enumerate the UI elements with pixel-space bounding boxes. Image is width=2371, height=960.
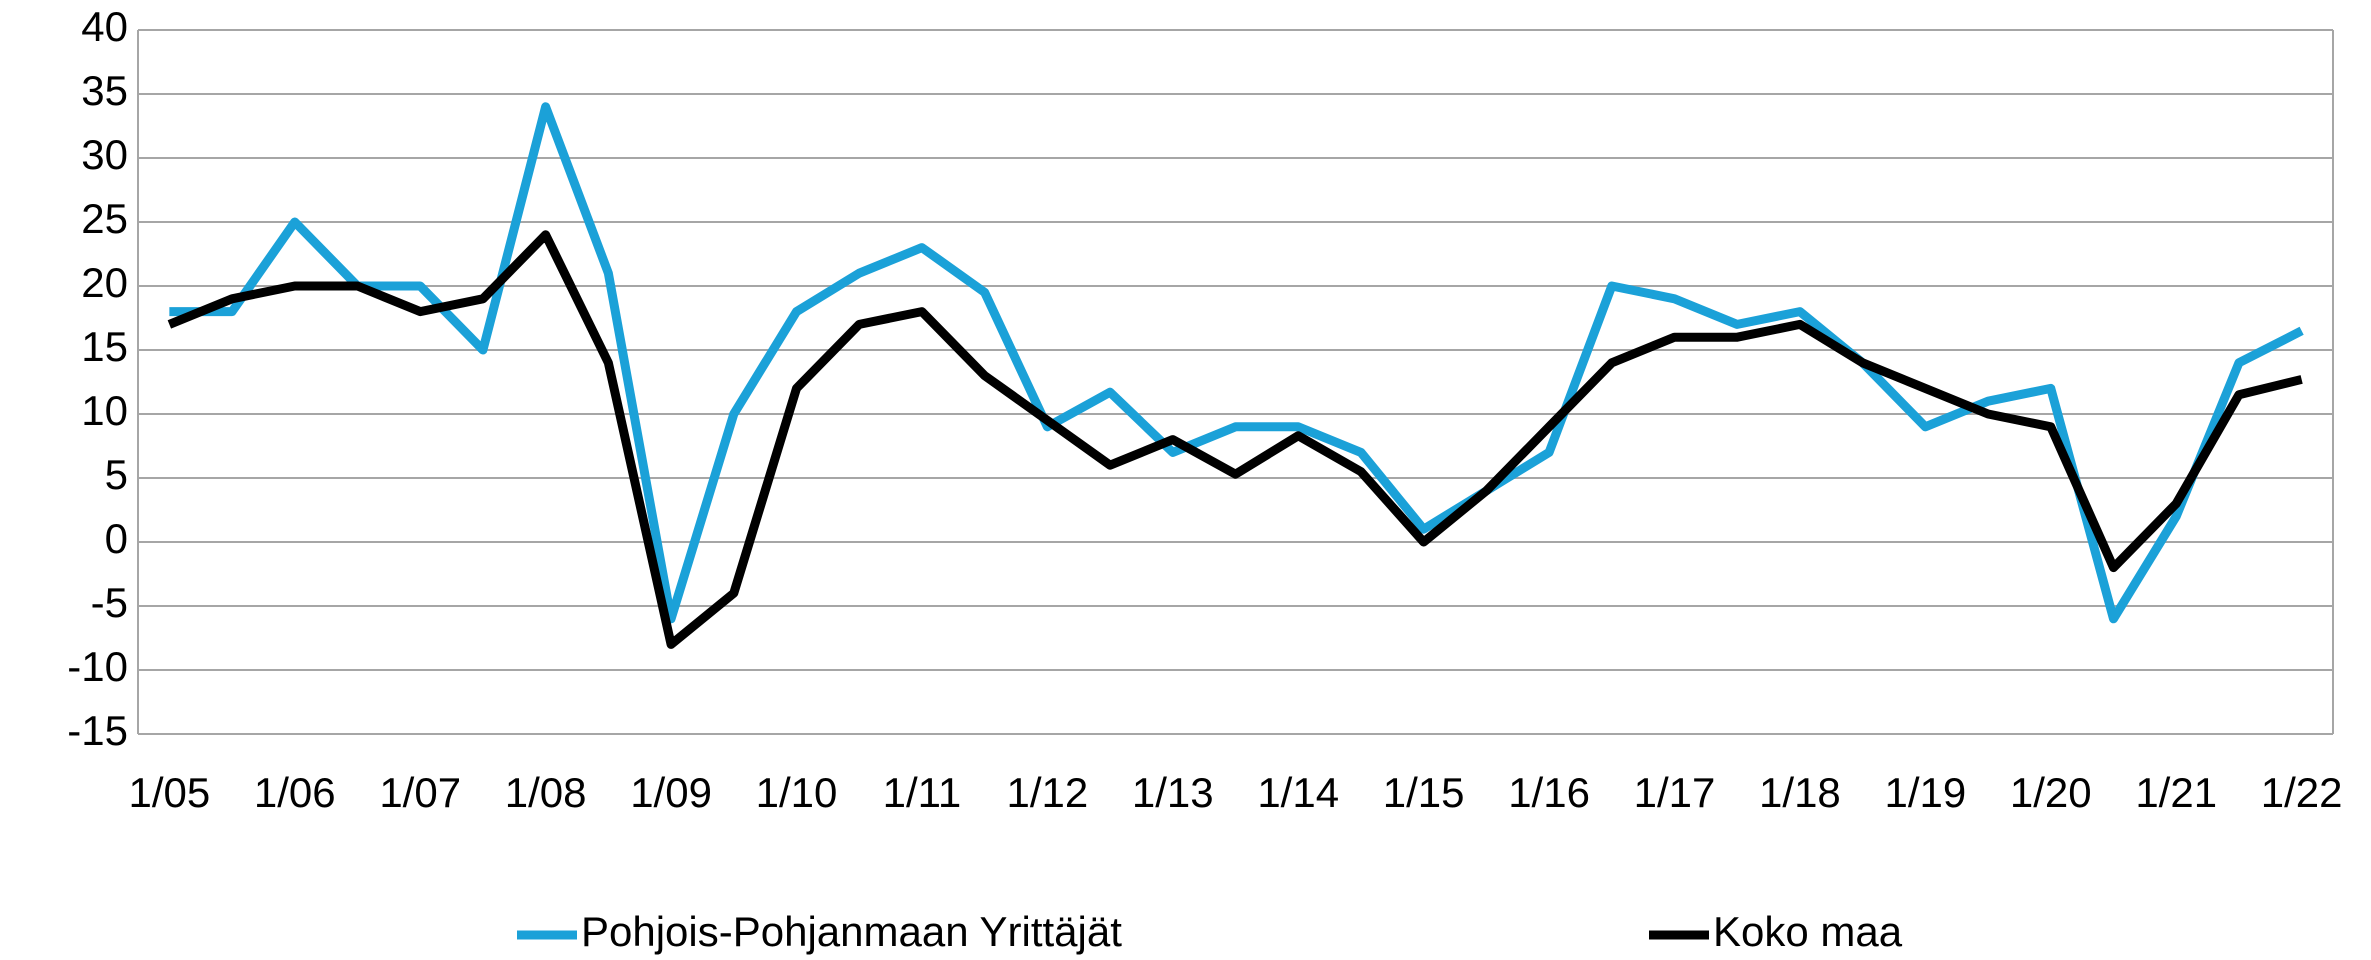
y-tick-label: 40 — [81, 3, 128, 50]
x-tick-label: 1/18 — [1759, 769, 1841, 816]
x-tick-label: 1/12 — [1006, 769, 1088, 816]
series-line — [167, 230, 2303, 649]
y-tick-label: 10 — [81, 387, 128, 434]
x-tick-label: 1/13 — [1132, 769, 1214, 816]
series-line — [169, 102, 2304, 624]
x-tick-label: 1/19 — [1884, 769, 1966, 816]
y-tick-label: 0 — [105, 515, 128, 562]
y-tick-label: 25 — [81, 195, 128, 242]
x-tick-label: 1/05 — [128, 769, 210, 816]
x-tick-label: 1/06 — [254, 769, 336, 816]
y-tick-label: -10 — [67, 643, 128, 690]
y-tick-label: -5 — [91, 579, 128, 626]
x-tick-label: 1/09 — [630, 769, 712, 816]
x-tick-label: 1/14 — [1257, 769, 1339, 816]
x-tick-label: 1/11 — [883, 769, 962, 816]
y-tick-label: 35 — [81, 67, 128, 114]
x-tick-label: 1/20 — [2010, 769, 2092, 816]
x-tick-label: 1/21 — [2135, 769, 2217, 816]
y-tick-label: 30 — [81, 131, 128, 178]
x-tick-label: 1/08 — [505, 769, 587, 816]
y-tick-label: 15 — [81, 323, 128, 370]
x-tick-label: 1/07 — [379, 769, 461, 816]
y-tick-label: 20 — [81, 259, 128, 306]
x-tick-label: 1/16 — [1508, 769, 1590, 816]
x-tick-label: 1/22 — [2261, 769, 2343, 816]
x-tick-label: 1/10 — [756, 769, 838, 816]
x-tick-label: 1/17 — [1634, 769, 1716, 816]
y-tick-label: -15 — [67, 707, 128, 754]
x-tick-label: 1/15 — [1383, 769, 1465, 816]
legend-label: Pohjois-Pohjanmaan Yrittäjät — [581, 908, 1122, 955]
legend-label: Koko maa — [1713, 908, 1903, 955]
y-tick-label: 5 — [105, 451, 128, 498]
